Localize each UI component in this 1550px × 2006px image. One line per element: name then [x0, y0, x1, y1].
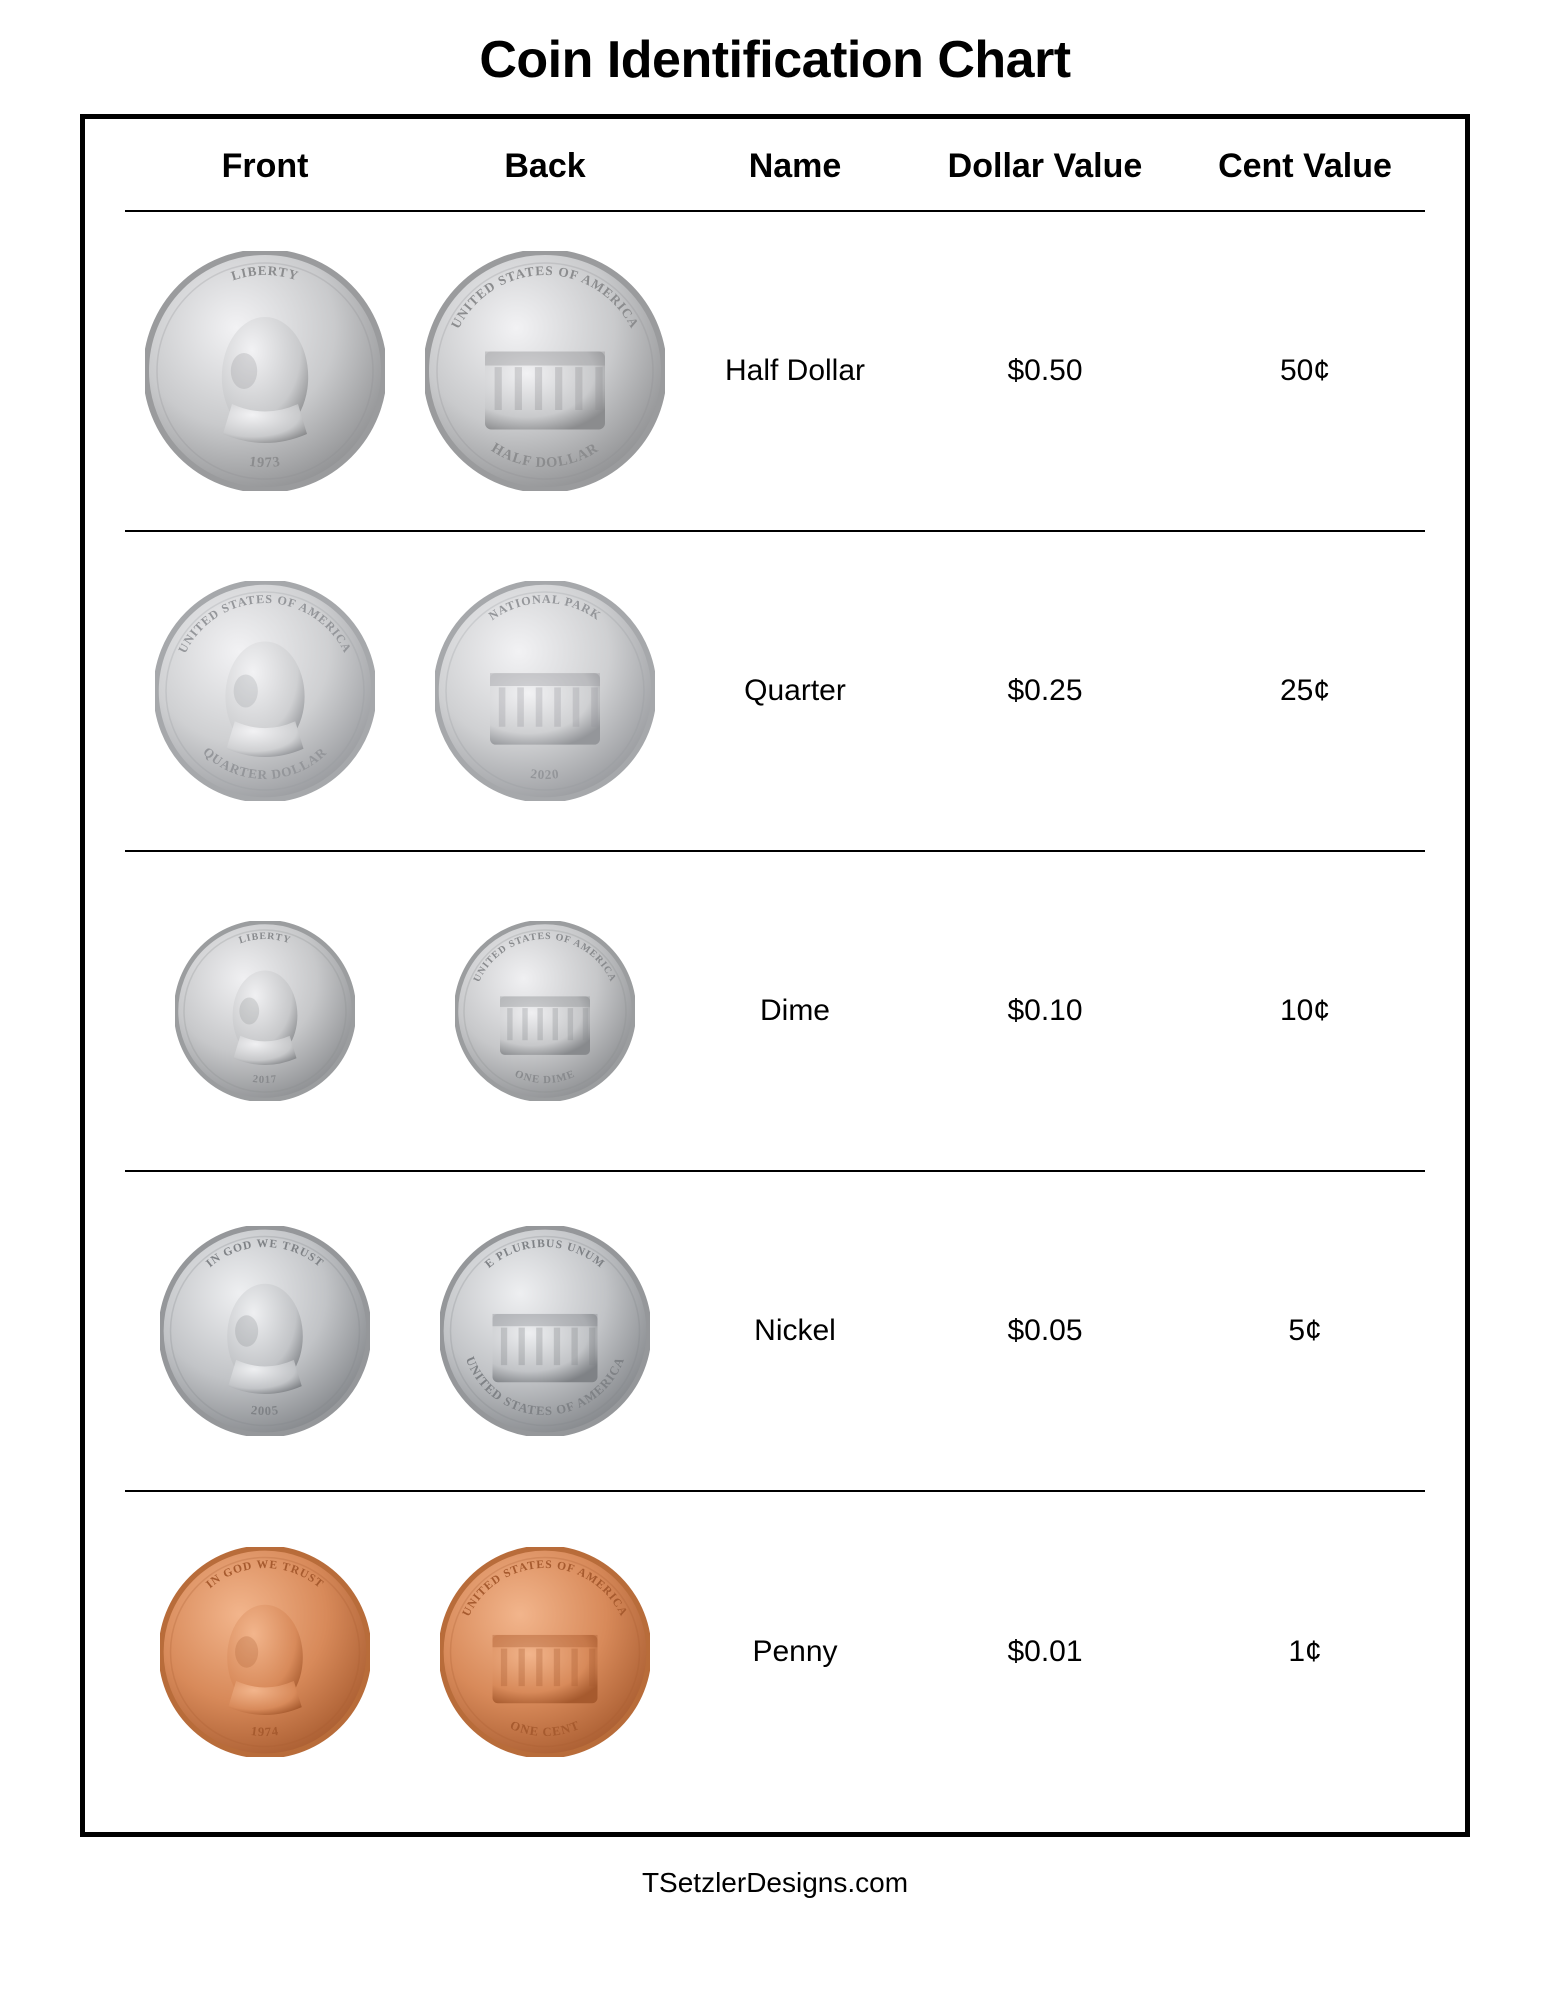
coin-name: Quarter	[685, 674, 905, 708]
table-header-row: Front Back Name Dollar Value Cent Value	[125, 119, 1425, 212]
table-row: LIBERTY 2017 IN GOD WE TRUST	[125, 852, 1425, 1172]
table-row: IN GOD WE TRUST 2005 LIBERTY	[125, 1172, 1425, 1492]
coin-front-icon: IN GOD WE TRUST 2005 LIBERTY	[160, 1226, 370, 1436]
svg-text:1973: 1973	[248, 454, 281, 471]
col-header-back: Back	[405, 147, 685, 186]
svg-text:2005: 2005	[250, 1403, 280, 1418]
table-row: UNITED STATES OF AMERICA QUARTER DOLLAR …	[125, 532, 1425, 852]
coin-name: Penny	[685, 1635, 905, 1669]
coin-front-cell: IN GOD WE TRUST 1974 LIBERTY	[125, 1547, 405, 1757]
coin-back-icon: NATIONAL PARK 2020	[435, 581, 655, 801]
col-header-dollar: Dollar Value	[905, 147, 1185, 186]
coin-back-icon: UNITED STATES OF AMERICA ONE CENT E PLUR…	[440, 1547, 650, 1757]
coin-dollar-value: $0.01	[905, 1635, 1185, 1669]
table-body: LIBERTY 1973 IN GODWE TRUST	[125, 212, 1425, 1812]
coin-cent-value: 25¢	[1185, 674, 1425, 708]
table-row: LIBERTY 1973 IN GODWE TRUST	[125, 212, 1425, 532]
coin-name: Nickel	[685, 1314, 905, 1348]
coin-front-icon: LIBERTY 1973 IN GODWE TRUST	[145, 251, 385, 491]
svg-text:2017: 2017	[252, 1073, 278, 1086]
coin-back-cell: UNITED STATES OF AMERICA HALF DOLLAR	[405, 251, 685, 491]
coin-front-icon: LIBERTY 2017 IN GOD WE TRUST	[175, 921, 355, 1101]
col-header-cent: Cent Value	[1185, 147, 1425, 186]
coin-back-cell: NATIONAL PARK 2020	[405, 581, 685, 801]
page-title: Coin Identification Chart	[80, 30, 1470, 90]
svg-text:1974: 1974	[250, 1724, 280, 1739]
footer-credit: TSetzlerDesigns.com	[80, 1867, 1470, 1899]
coin-back-cell: E PLURIBUS UNUM UNITED STATES OF AMERICA…	[405, 1226, 685, 1436]
coin-chart: Front Back Name Dollar Value Cent Value	[80, 114, 1470, 1837]
coin-back-icon: UNITED STATES OF AMERICA ONE DIME E PLUR…	[455, 921, 635, 1101]
coin-name: Half Dollar	[685, 354, 905, 388]
coin-dollar-value: $0.05	[905, 1314, 1185, 1348]
coin-front-icon: UNITED STATES OF AMERICA QUARTER DOLLAR …	[155, 581, 375, 801]
coin-cent-value: 50¢	[1185, 354, 1425, 388]
coin-cent-value: 1¢	[1185, 1635, 1425, 1669]
coin-front-cell: LIBERTY 1973 IN GODWE TRUST	[125, 251, 405, 491]
coin-front-icon: IN GOD WE TRUST 1974 LIBERTY	[160, 1547, 370, 1757]
coin-cent-value: 5¢	[1185, 1314, 1425, 1348]
coin-dollar-value: $0.50	[905, 354, 1185, 388]
coin-back-icon: UNITED STATES OF AMERICA HALF DOLLAR	[425, 251, 665, 491]
coin-back-cell: UNITED STATES OF AMERICA ONE CENT E PLUR…	[405, 1547, 685, 1757]
coin-cent-value: 10¢	[1185, 994, 1425, 1028]
coin-dollar-value: $0.25	[905, 674, 1185, 708]
coin-front-cell: LIBERTY 2017 IN GOD WE TRUST	[125, 921, 405, 1101]
svg-text:2020: 2020	[530, 766, 561, 782]
table-row: IN GOD WE TRUST 1974 LIBERTY	[125, 1492, 1425, 1812]
col-header-name: Name	[685, 147, 905, 186]
coin-back-icon: E PLURIBUS UNUM UNITED STATES OF AMERICA…	[440, 1226, 650, 1436]
col-header-front: Front	[125, 147, 405, 186]
coin-front-cell: IN GOD WE TRUST 2005 LIBERTY	[125, 1226, 405, 1436]
page: Coin Identification Chart Front Back Nam…	[0, 0, 1550, 2006]
coin-front-cell: UNITED STATES OF AMERICA QUARTER DOLLAR …	[125, 581, 405, 801]
coin-name: Dime	[685, 994, 905, 1028]
coin-dollar-value: $0.10	[905, 994, 1185, 1028]
coin-back-cell: UNITED STATES OF AMERICA ONE DIME E PLUR…	[405, 921, 685, 1101]
